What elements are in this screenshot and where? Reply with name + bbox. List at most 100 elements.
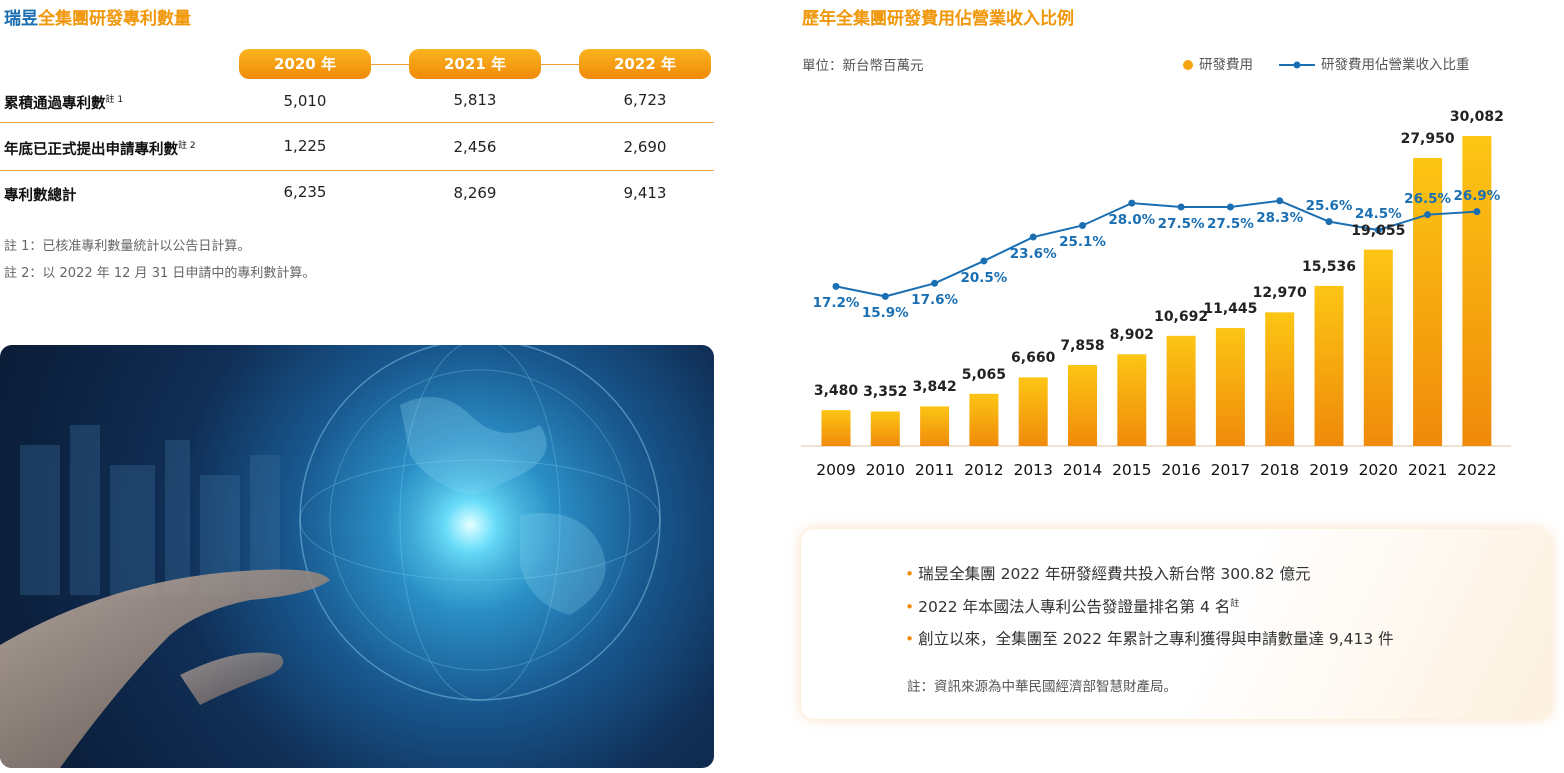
ratio-value-label: 27.5% — [1206, 215, 1254, 232]
ratio-value-label: 17.2% — [812, 295, 860, 312]
legend-bar: 研發費用 — [1183, 53, 1253, 73]
bar-value-label: 12,970 — [1252, 285, 1307, 302]
bar-value-label: 6,660 — [1011, 350, 1056, 367]
bar-2018 — [1265, 312, 1295, 446]
bar-2012 — [969, 393, 999, 446]
table-cell: 2,690 — [623, 138, 667, 156]
bar-2014 — [1068, 365, 1097, 446]
ratio-value-label: 25.1% — [1059, 234, 1106, 251]
ratio-value-label: 28.0% — [1108, 212, 1156, 229]
year-header-2022: 2022 年 — [579, 49, 711, 79]
bar-value-label: 27,950 — [1400, 130, 1455, 147]
highlight-item: • 2022 年本國法人專利公告發證量排名第 4 名註 — [905, 598, 1240, 616]
bar-2015 — [1117, 354, 1147, 446]
year-header-2021: 2021 年 — [409, 49, 541, 79]
x-tick-label: 2010 — [865, 461, 906, 479]
x-tick-label: 2021 — [1407, 461, 1448, 479]
bar-value-label: 3,352 — [863, 384, 908, 401]
bar-value-label: 5,065 — [961, 366, 1007, 383]
row-divider — [0, 170, 714, 171]
ratio-point-2022 — [1473, 208, 1481, 216]
photo-illustration — [0, 345, 661, 768]
highlights-note: 註：資訊來源為中華民國經濟部智慧財產局。 — [907, 679, 1177, 695]
pill-connector — [370, 64, 410, 65]
x-tick-label: 2019 — [1309, 461, 1349, 479]
ratio-value-label: 27.5% — [1157, 215, 1205, 232]
ratio-value-label: 23.6% — [1009, 246, 1057, 263]
row-label-pending: 年底已正式提出申請專利數註 2 — [4, 141, 196, 158]
legend-line: 研發費用佔營業收入比重 — [1279, 53, 1470, 73]
ratio-point-2017 — [1226, 203, 1234, 211]
ratio-value-label: 20.5% — [960, 269, 1008, 286]
legend-bar-label: 研發費用 — [1199, 57, 1253, 73]
bar-2009 — [821, 410, 851, 446]
unit-label: 單位：新台幣百萬元 — [802, 58, 924, 74]
bar-2011 — [920, 406, 950, 446]
ratio-value-label: 15.9% — [861, 305, 909, 322]
bar-2017 — [1215, 328, 1245, 446]
table-cell: 1,225 — [283, 137, 327, 155]
ratio-point-2009 — [832, 282, 840, 290]
x-tick-label: 2011 — [914, 461, 955, 479]
highlights-box — [801, 529, 1551, 719]
x-tick-label: 2012 — [964, 461, 1004, 479]
x-tick-label: 2020 — [1358, 461, 1399, 479]
x-tick-label: 2013 — [1013, 461, 1053, 479]
bar-value-label: 30,082 — [1449, 109, 1504, 125]
footnote-1: 註 1：已核准專利數量統計以公告日計算。 — [4, 239, 251, 254]
x-tick-label: 2016 — [1161, 461, 1201, 479]
bar-2022 — [1462, 136, 1492, 446]
ratio-point-2012 — [980, 257, 988, 265]
table-cell: 8,269 — [453, 184, 497, 202]
table-cell: 5,010 — [283, 92, 327, 110]
patent-section-title: 瑞昱全集團研發專利數量 — [4, 4, 191, 29]
row-divider — [0, 122, 714, 123]
ratio-value-label: 25.6% — [1305, 197, 1353, 214]
table-cell: 2,456 — [453, 138, 497, 156]
globe-hand-photo — [0, 345, 714, 768]
bar-value-label: 10,692 — [1154, 308, 1209, 325]
ratio-point-2015 — [1128, 199, 1136, 207]
table-cell: 9,413 — [623, 184, 667, 202]
bar-2021 — [1413, 157, 1443, 446]
bar-value-label: 11,445 — [1203, 301, 1258, 318]
ratio-value-label: 24.5% — [1354, 206, 1402, 223]
bar-2019 — [1314, 285, 1344, 446]
bar-value-label: 15,536 — [1301, 258, 1357, 275]
ratio-value-label: 17.6% — [911, 292, 959, 309]
bar-2013 — [1018, 377, 1048, 446]
ratio-value-label: 28.3% — [1256, 209, 1304, 226]
x-tick-label: 2022 — [1457, 461, 1497, 479]
bar-value-label: 19,055 — [1351, 222, 1406, 239]
ratio-value-label: 26.5% — [1404, 190, 1452, 207]
ratio-point-2018 — [1276, 197, 1284, 205]
ratio-value-label: 26.9% — [1453, 187, 1501, 204]
rd-ratio-title: 歷年全集團研發費用佔營業收入比例 — [802, 9, 1074, 29]
x-tick-label: 2009 — [816, 461, 856, 479]
bar-2010 — [870, 411, 900, 446]
bar-value-label: 8,902 — [1109, 327, 1154, 344]
ratio-line — [835, 199, 1477, 298]
bar-2016 — [1166, 335, 1196, 446]
x-tick-label: 2014 — [1062, 461, 1103, 479]
ratio-point-2016 — [1177, 203, 1185, 211]
ratio-point-2010 — [881, 292, 889, 300]
table-cell: 5,813 — [453, 91, 497, 109]
ratio-point-2013 — [1029, 233, 1037, 241]
legend-line-label: 研發費用佔營業收入比重 — [1321, 57, 1470, 73]
row-label-total: 專利數總計 — [4, 188, 77, 204]
bar-value-label: 3,480 — [813, 383, 859, 400]
highlight-item: • 創立以來，全集團至 2022 年累計之專利獲得與申請數量達 9,413 件 — [905, 630, 1394, 648]
table-cell: 6,723 — [623, 91, 667, 109]
highlight-item: • 瑞昱全集團 2022 年研發經費共投入新台幣 300.82 億元 — [905, 565, 1311, 583]
x-tick-label: 2017 — [1210, 461, 1251, 479]
bar-2020 — [1363, 249, 1393, 446]
brand-name: 瑞昱 — [4, 9, 38, 29]
row-label-granted: 累積通過專利數註 1 — [4, 95, 124, 112]
x-tick-label: 2015 — [1112, 461, 1152, 479]
ratio-point-2020 — [1374, 226, 1382, 234]
x-tick-label: 2018 — [1259, 461, 1300, 479]
year-header-2020: 2020 年 — [239, 49, 371, 79]
patent-title-text: 全集團研發專利數量 — [38, 9, 191, 29]
